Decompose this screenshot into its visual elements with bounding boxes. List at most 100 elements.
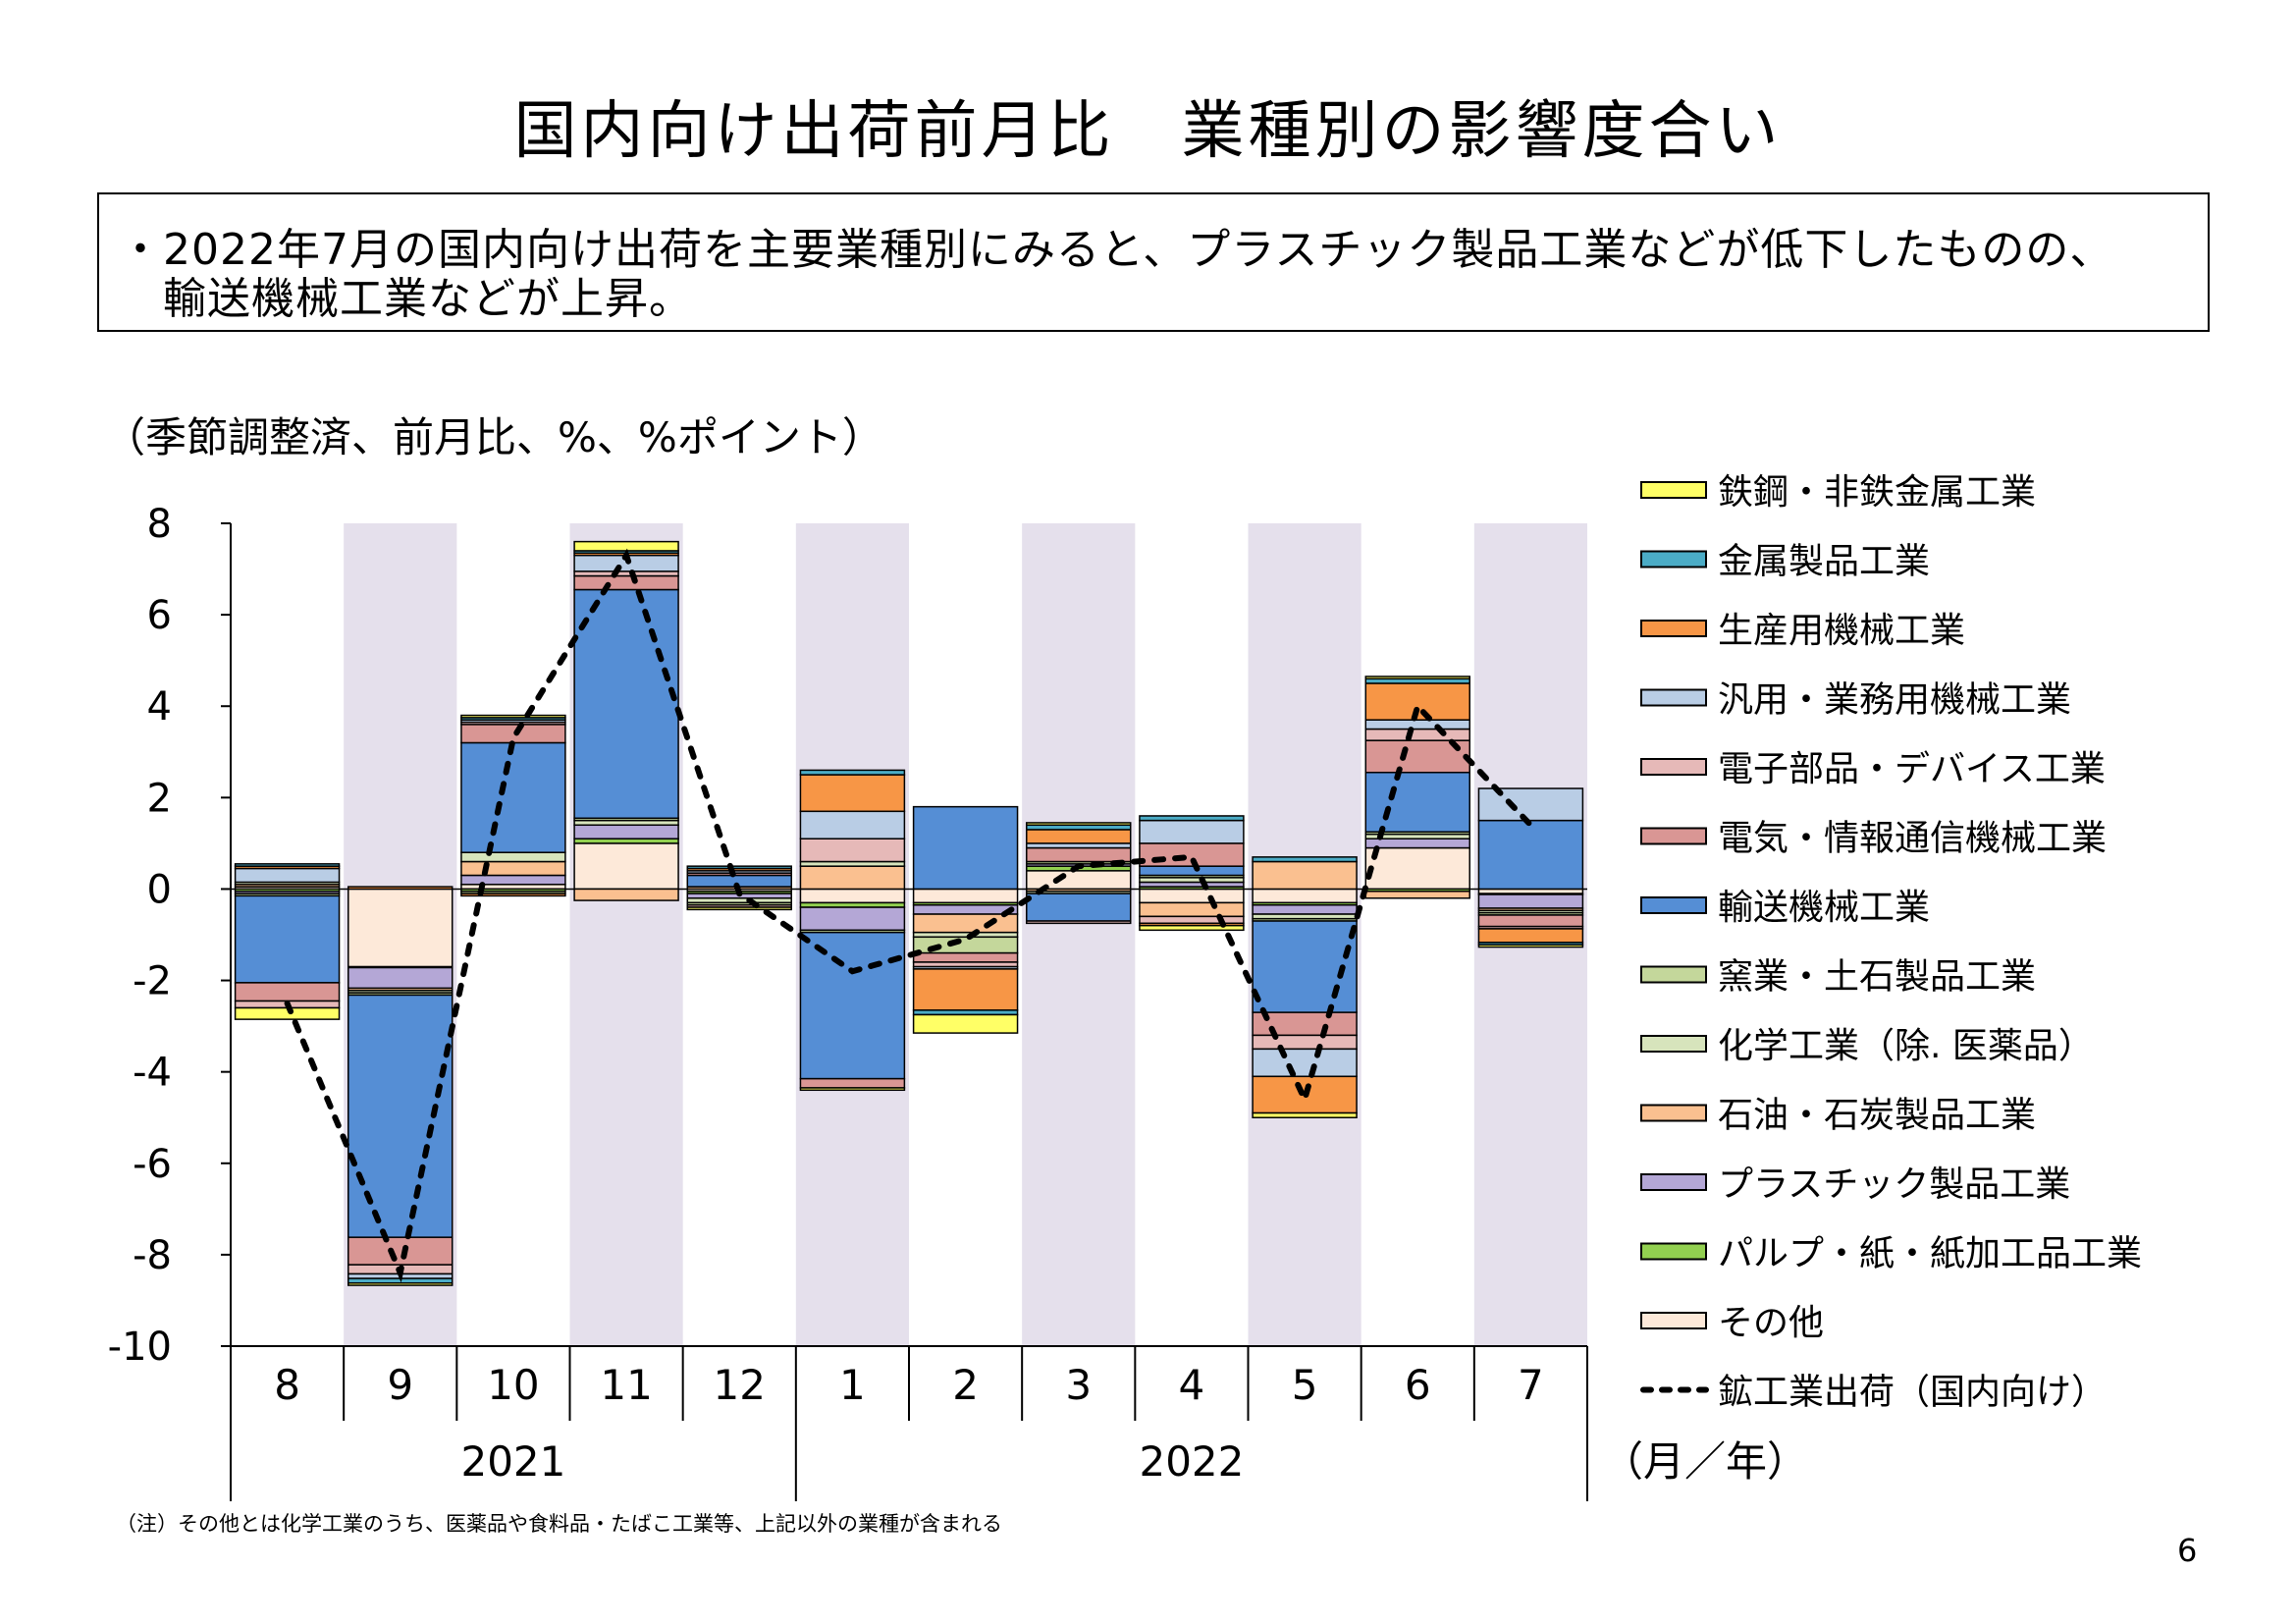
bar-segment-8-7 bbox=[234, 982, 341, 1002]
legend-label-4: 電子部品・デバイス工業 bbox=[1718, 749, 2106, 789]
x-tick-label-10: 10 bbox=[487, 1361, 539, 1409]
legend-line-label: 鉱工業出荷（国内向け） bbox=[1718, 1373, 2107, 1413]
bar-segment-4-12 bbox=[1139, 924, 1245, 932]
x-tick-label-8: 8 bbox=[274, 1361, 300, 1409]
bar-segment-6-6 bbox=[1364, 771, 1470, 834]
summary-line-1: ・2022年7月の国内向け出荷を主要業種別にみると、プラスチック製品工業などが低… bbox=[119, 225, 2114, 275]
bar-segment-2-3 bbox=[912, 913, 1019, 934]
x-tick-label-4: 4 bbox=[1179, 1361, 1205, 1409]
y-tick-label: -4 bbox=[133, 1051, 172, 1096]
bar-segment-7-7 bbox=[1477, 914, 1584, 928]
legend-label-10: プラスチック製品工業 bbox=[1718, 1164, 2070, 1205]
legend-swatch-1 bbox=[1640, 550, 1707, 568]
legend-swatch-8 bbox=[1640, 1035, 1707, 1053]
legend-swatch-3 bbox=[1640, 688, 1707, 707]
bar-segment-6-0 bbox=[1364, 846, 1470, 891]
bar-segment-4-11 bbox=[1139, 815, 1245, 822]
x-tick-label-2: 2 bbox=[952, 1361, 979, 1409]
legend-label-8: 化学工業（除. 医薬品） bbox=[1718, 1026, 2094, 1066]
year-label-2022: 2022 bbox=[1139, 1437, 1244, 1486]
bar-segment-6-9 bbox=[1364, 719, 1470, 731]
bar-segment-4-3 bbox=[1139, 901, 1245, 918]
total-line-path bbox=[284, 548, 1534, 1283]
x-tick-label-11: 11 bbox=[600, 1361, 652, 1409]
legend-label-2: 生産用機械工業 bbox=[1718, 611, 1965, 651]
bar-segment-10-10 bbox=[460, 893, 566, 897]
legend-label-11: パルプ・紙・紙加工品工業 bbox=[1718, 1234, 2142, 1274]
bar-segment-9-12 bbox=[347, 1282, 454, 1286]
legend-swatch-12 bbox=[1640, 1312, 1707, 1329]
legend-swatch-0 bbox=[1640, 481, 1707, 499]
bar-segment-5-2 bbox=[1252, 903, 1358, 915]
bar-segment-9-7 bbox=[347, 1236, 454, 1266]
legend-swatch-5 bbox=[1640, 827, 1707, 845]
bar-segment-11-3 bbox=[573, 888, 679, 901]
y-tick-label: 4 bbox=[147, 684, 172, 730]
bar-segment-9-2 bbox=[347, 966, 454, 990]
legend-label-1: 金属製品工業 bbox=[1718, 542, 1930, 582]
bar-segment-7-2 bbox=[1477, 893, 1584, 909]
bar-segment-5-12 bbox=[1252, 1111, 1358, 1118]
bar-segment-6-12 bbox=[1364, 676, 1470, 680]
x-tick-label-6: 6 bbox=[1405, 1361, 1431, 1409]
bar-segment-10-6 bbox=[460, 741, 566, 853]
bar-segment-1-0 bbox=[799, 888, 906, 904]
legend-swatch-7 bbox=[1640, 965, 1707, 984]
y-tick-label: 8 bbox=[147, 502, 172, 547]
y-tick-label: -8 bbox=[133, 1233, 172, 1278]
legend: 鉄鋼・非鉄金属工業金属製品工業生産用機械工業汎用・業務用機械工業電子部品・デバイ… bbox=[1640, 472, 2142, 1413]
bar-segment-1-2 bbox=[799, 906, 906, 932]
bar-segment-10-2 bbox=[460, 874, 566, 886]
bar-segment-12-12 bbox=[686, 906, 792, 911]
y-tick-label: -2 bbox=[133, 959, 172, 1004]
bar-segment-1-3 bbox=[799, 865, 906, 891]
bar-segment-5-6 bbox=[1252, 920, 1358, 1013]
axes bbox=[221, 522, 1588, 1501]
page-number: 6 bbox=[2177, 1532, 2198, 1569]
bar-segment-7-12 bbox=[1477, 944, 1584, 948]
bar-segment-5-3 bbox=[1252, 860, 1358, 891]
x-tick-label-7: 7 bbox=[1518, 1361, 1544, 1409]
y-tick-label: 2 bbox=[147, 776, 172, 821]
bar-segment-5-0 bbox=[1252, 888, 1358, 904]
bar-segment-6-2 bbox=[1364, 838, 1470, 849]
total-line bbox=[284, 548, 1534, 1283]
bar-segment-2-10 bbox=[912, 968, 1019, 1011]
bar-segment-11-7 bbox=[573, 574, 679, 591]
x-tick-label-5: 5 bbox=[1292, 1361, 1318, 1409]
bar-segment-5-8 bbox=[1252, 1034, 1358, 1051]
bar-segment-7-6 bbox=[1477, 819, 1584, 891]
bar-segment-3-10 bbox=[1026, 829, 1132, 844]
legend-swatch-6 bbox=[1640, 896, 1707, 914]
bar-segment-11-0 bbox=[573, 842, 679, 891]
shaded-column-3 bbox=[1022, 523, 1136, 1346]
bar-segment-1-12 bbox=[799, 1087, 906, 1092]
bar-segment-11-2 bbox=[573, 824, 679, 839]
bar-segment-9-10 bbox=[347, 886, 454, 891]
bar-segment-1-6 bbox=[799, 931, 906, 1080]
legend-swatch-11 bbox=[1640, 1242, 1707, 1261]
bar-segment-1-9 bbox=[799, 810, 906, 839]
bar-segment-10-7 bbox=[460, 724, 566, 744]
bar-segment-2-0 bbox=[912, 888, 1019, 904]
x-tick-label-3: 3 bbox=[1065, 1361, 1092, 1409]
bar-segment-2-7 bbox=[912, 951, 1019, 963]
year-label-2021: 2021 bbox=[460, 1437, 565, 1486]
legend-label-5: 電気・情報通信機械工業 bbox=[1718, 819, 2107, 859]
bar-segment-8-6 bbox=[234, 894, 341, 984]
bar-segment-3-8 bbox=[1026, 920, 1132, 925]
bar-segment-1-11 bbox=[799, 769, 906, 776]
bar-segment-7-9 bbox=[1477, 787, 1584, 822]
bar-segment-9-6 bbox=[347, 994, 454, 1238]
bar-segment-1-8 bbox=[799, 838, 906, 863]
bar-segment-7-10 bbox=[1477, 928, 1584, 944]
bar-segment-6-8 bbox=[1364, 728, 1470, 741]
legend-swatch-4 bbox=[1640, 758, 1707, 776]
x-tick-label-12: 12 bbox=[714, 1361, 766, 1409]
page-title: 国内向け出荷前月比 業種別の影響度合い bbox=[513, 95, 1783, 168]
x-tick-label-9: 9 bbox=[387, 1361, 413, 1409]
bar-segment-4-0 bbox=[1139, 888, 1245, 904]
legend-label-3: 汎用・業務用機械工業 bbox=[1718, 680, 2071, 721]
y-tick-label: 6 bbox=[147, 593, 172, 638]
